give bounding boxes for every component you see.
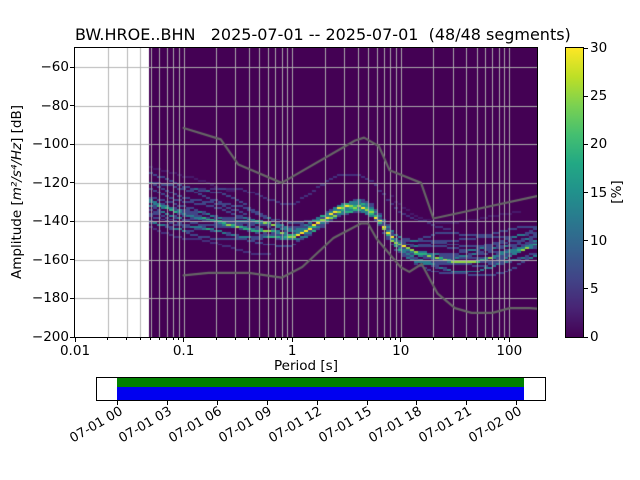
x-tick-label: 0.1 xyxy=(172,343,195,359)
figure-title: BW.HROE..BHN 2025-07-01 -- 2025-07-01 (4… xyxy=(75,25,571,44)
x-major-tick xyxy=(291,338,293,342)
colorbar-tick xyxy=(584,47,588,49)
timeline-tick xyxy=(216,401,218,405)
timeline-tick xyxy=(366,401,368,405)
timeline-frame xyxy=(96,377,546,401)
y-tick xyxy=(70,66,74,68)
colorbar-tick-label: 10 xyxy=(590,232,608,249)
x-minor-tick xyxy=(258,338,260,340)
x-minor-tick xyxy=(476,338,478,340)
x-minor-tick xyxy=(234,338,236,340)
y-tick xyxy=(70,220,74,222)
x-major-tick xyxy=(183,338,185,342)
y-tick xyxy=(70,143,74,145)
x-minor-tick xyxy=(491,338,493,340)
x-minor-tick xyxy=(139,338,141,340)
x-major-tick xyxy=(400,338,402,342)
colorbar-label: [%] xyxy=(609,180,625,204)
colorbar-tick xyxy=(584,95,588,97)
y-tick-label: −160 xyxy=(31,251,69,268)
y-tick xyxy=(70,259,74,261)
x-minor-tick xyxy=(432,338,434,340)
colorbar-tick xyxy=(584,336,588,338)
x-minor-tick xyxy=(367,338,369,340)
timeline-tick xyxy=(166,401,168,405)
x-minor-tick xyxy=(248,338,250,340)
timeline-tick xyxy=(266,401,268,405)
colorbar-tick-label: 20 xyxy=(590,136,608,153)
y-tick xyxy=(70,297,74,299)
y-tick xyxy=(70,105,74,107)
x-minor-tick xyxy=(452,338,453,340)
timeline-tick xyxy=(117,401,118,405)
x-major-tick xyxy=(74,338,76,342)
y-tick-label: −200 xyxy=(31,329,69,345)
colorbar-tick xyxy=(584,288,588,290)
x-minor-tick xyxy=(150,338,152,340)
colorbar-tick-label: 0 xyxy=(590,329,599,345)
timeline-segments-bar xyxy=(117,378,524,387)
x-minor-tick xyxy=(389,338,391,340)
x-minor-tick xyxy=(465,338,467,340)
y-tick-label: −120 xyxy=(31,174,69,191)
x-minor-tick xyxy=(274,338,276,340)
colorbar-tick-label: 25 xyxy=(590,88,608,105)
colorbar-tick xyxy=(584,192,588,193)
y-tick-label: −140 xyxy=(31,213,69,230)
ppsd-heatmap-canvas xyxy=(75,48,537,337)
x-minor-tick xyxy=(503,338,505,340)
colorbar-tick-label: 15 xyxy=(590,184,608,201)
x-minor-tick xyxy=(357,338,358,340)
x-minor-tick xyxy=(126,338,128,340)
colorbar-tick-label: 30 xyxy=(590,40,608,56)
timeline-tick xyxy=(516,401,518,405)
x-minor-tick xyxy=(395,338,397,340)
x-minor-tick xyxy=(324,338,326,340)
timeline-coverage-bar xyxy=(117,387,524,400)
colorbar-tick-label: 5 xyxy=(590,280,599,297)
y-tick-label: −80 xyxy=(40,97,70,114)
x-tick-label: 100 xyxy=(496,343,523,359)
timeline-tick xyxy=(316,401,318,405)
x-minor-tick xyxy=(281,338,283,340)
x-axis-label: Period [s] xyxy=(274,358,338,374)
x-minor-tick xyxy=(166,338,168,340)
x-minor-tick xyxy=(376,338,378,340)
x-minor-tick xyxy=(172,338,174,340)
x-minor-tick xyxy=(484,338,486,340)
y-tick-label: −180 xyxy=(31,290,69,307)
y-tick-label: −60 xyxy=(40,59,70,76)
y-tick xyxy=(70,336,74,338)
x-minor-tick xyxy=(343,338,345,340)
x-minor-tick xyxy=(498,338,500,340)
x-minor-tick xyxy=(107,338,109,340)
x-tick-label: 1 xyxy=(287,343,297,359)
timeline-tick xyxy=(416,401,418,405)
x-minor-tick xyxy=(215,338,217,340)
x-minor-tick xyxy=(158,338,160,340)
x-minor-tick xyxy=(383,338,385,340)
y-tick-label: −100 xyxy=(31,136,69,153)
x-minor-tick xyxy=(267,338,269,340)
y-tick xyxy=(70,182,74,184)
x-tick-label: 10 xyxy=(392,343,410,359)
colorbar-tick xyxy=(584,240,588,242)
x-major-tick xyxy=(508,338,510,342)
timeline-tick xyxy=(466,401,468,405)
x-tick-label: 0.01 xyxy=(59,343,91,359)
x-minor-tick xyxy=(178,338,180,340)
colorbar-tick xyxy=(584,143,588,145)
x-minor-tick xyxy=(286,338,288,340)
colorbar xyxy=(565,47,584,338)
